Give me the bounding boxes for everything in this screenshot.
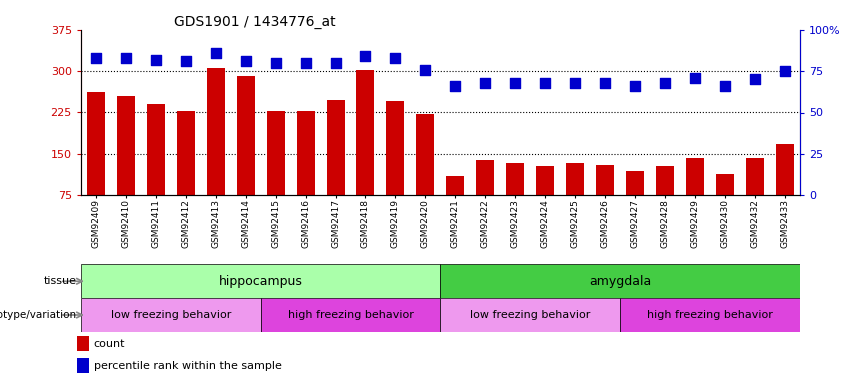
Point [208, 50, 222, 56]
Point [448, 83, 462, 89]
Point [89, 55, 103, 61]
Text: high freezing behavior: high freezing behavior [647, 310, 773, 320]
Bar [327, 100, 345, 195]
Bar [440, 298, 620, 332]
Point [628, 83, 642, 89]
Point [778, 68, 791, 74]
Bar [207, 69, 225, 195]
Point [119, 55, 133, 61]
Bar [447, 176, 465, 195]
Point [478, 80, 492, 86]
Point [419, 67, 432, 73]
Bar [597, 165, 614, 195]
Bar [296, 111, 315, 195]
Bar [81, 298, 260, 332]
Bar [386, 101, 404, 195]
Bar [536, 166, 554, 195]
Point [688, 75, 702, 81]
Point [539, 80, 552, 86]
Bar [477, 160, 494, 195]
Text: amygdala: amygdala [589, 275, 651, 288]
Bar [506, 163, 524, 195]
Point [509, 80, 523, 86]
Bar [146, 104, 165, 195]
Text: high freezing behavior: high freezing behavior [288, 310, 414, 320]
Point [328, 60, 342, 66]
Point [389, 55, 403, 61]
Point [179, 58, 192, 64]
Point [269, 60, 283, 66]
Text: count: count [94, 339, 125, 349]
Point [299, 60, 312, 66]
Bar [686, 158, 704, 195]
Bar [177, 111, 195, 195]
Bar [440, 264, 800, 298]
Text: low freezing behavior: low freezing behavior [470, 310, 591, 320]
Bar [77, 358, 89, 373]
Bar [117, 96, 134, 195]
Bar [87, 92, 105, 195]
Point [568, 80, 582, 86]
Point [748, 76, 762, 82]
Point [659, 80, 672, 86]
Point [718, 83, 732, 89]
Point [149, 57, 163, 63]
Bar [237, 76, 254, 195]
Bar [626, 171, 644, 195]
Text: percentile rank within the sample: percentile rank within the sample [94, 360, 282, 370]
Bar [656, 166, 674, 195]
Bar [357, 70, 374, 195]
Bar [81, 264, 440, 298]
Text: GDS1901 / 1434776_at: GDS1901 / 1434776_at [174, 15, 336, 29]
Bar [566, 163, 584, 195]
Bar [620, 298, 800, 332]
Bar [746, 158, 764, 195]
Text: genotype/variation: genotype/variation [0, 310, 77, 320]
Bar [260, 298, 440, 332]
Text: tissue: tissue [43, 276, 77, 286]
Point [598, 80, 612, 86]
Bar [716, 174, 734, 195]
Bar [77, 336, 89, 351]
Bar [266, 111, 284, 195]
Bar [416, 114, 434, 195]
Bar [776, 144, 794, 195]
Text: hippocampus: hippocampus [219, 275, 303, 288]
Point [239, 58, 253, 64]
Point [358, 53, 372, 59]
Text: low freezing behavior: low freezing behavior [111, 310, 231, 320]
